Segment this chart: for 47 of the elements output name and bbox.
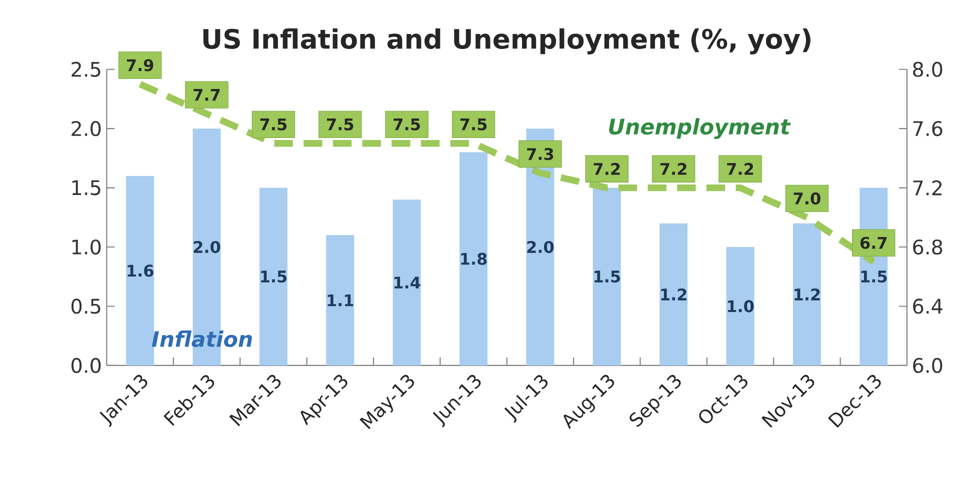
bar [726,247,754,366]
data-label: 7.5 [260,118,286,130]
y-tick-label: 0.5 [71,298,100,314]
bar [326,235,354,366]
series-label: Inflation [152,330,252,348]
y-tick-label: 2.5 [72,62,100,78]
data-label: 7.5 [394,118,420,130]
bar [259,188,288,366]
y2-tick-label: 7.2 [913,180,942,196]
bar [392,200,421,366]
y-tick-label: 0.0 [71,358,101,374]
data-label: 7.7 [194,89,220,101]
y-tick-label: 1.0 [72,240,101,255]
data-label: 7.5 [327,118,354,130]
data-label: 7.2 [727,162,754,175]
data-label: 1.2 [661,288,686,300]
data-label: 1.8 [461,252,487,265]
y2-tick-label: 6.8 [913,240,942,255]
data-label: 7.0 [794,192,820,205]
y2-tick-label: 7.6 [913,121,942,136]
y2-tick-label: 8.0 [913,62,942,78]
data-label: 7.2 [660,162,686,175]
data-label: 2.0 [194,241,220,254]
data-label: 6.7 [860,236,887,249]
y-tick-label: 1.5 [72,180,100,196]
y2-tick-label: 6.0 [913,358,942,374]
data-label: 1.6 [128,264,154,277]
data-label: 1.5 [261,270,286,283]
data-label: 1.0 [728,300,754,312]
bar [792,223,821,366]
data-label: 1.2 [794,288,820,300]
text: Unemployment [609,118,791,140]
bar [459,152,488,366]
data-label: 1.5 [861,270,887,283]
y-tick-label: 2.0 [72,121,101,136]
data-label: 7.9 [126,59,154,72]
data-label: 7.2 [594,162,620,175]
chart-title: US Inflation and Unemployment (%, yoy) [203,28,810,54]
data-label: 7.3 [527,148,554,160]
data-label: 1.1 [328,294,354,306]
bar [660,223,688,366]
data-label: 1.4 [394,276,420,288]
y2-tick-label: 6.4 [913,298,942,314]
bar [592,188,621,366]
data-label: 7.5 [460,118,487,130]
data-label: 2.0 [527,241,554,254]
data-label: 1.5 [594,270,620,283]
